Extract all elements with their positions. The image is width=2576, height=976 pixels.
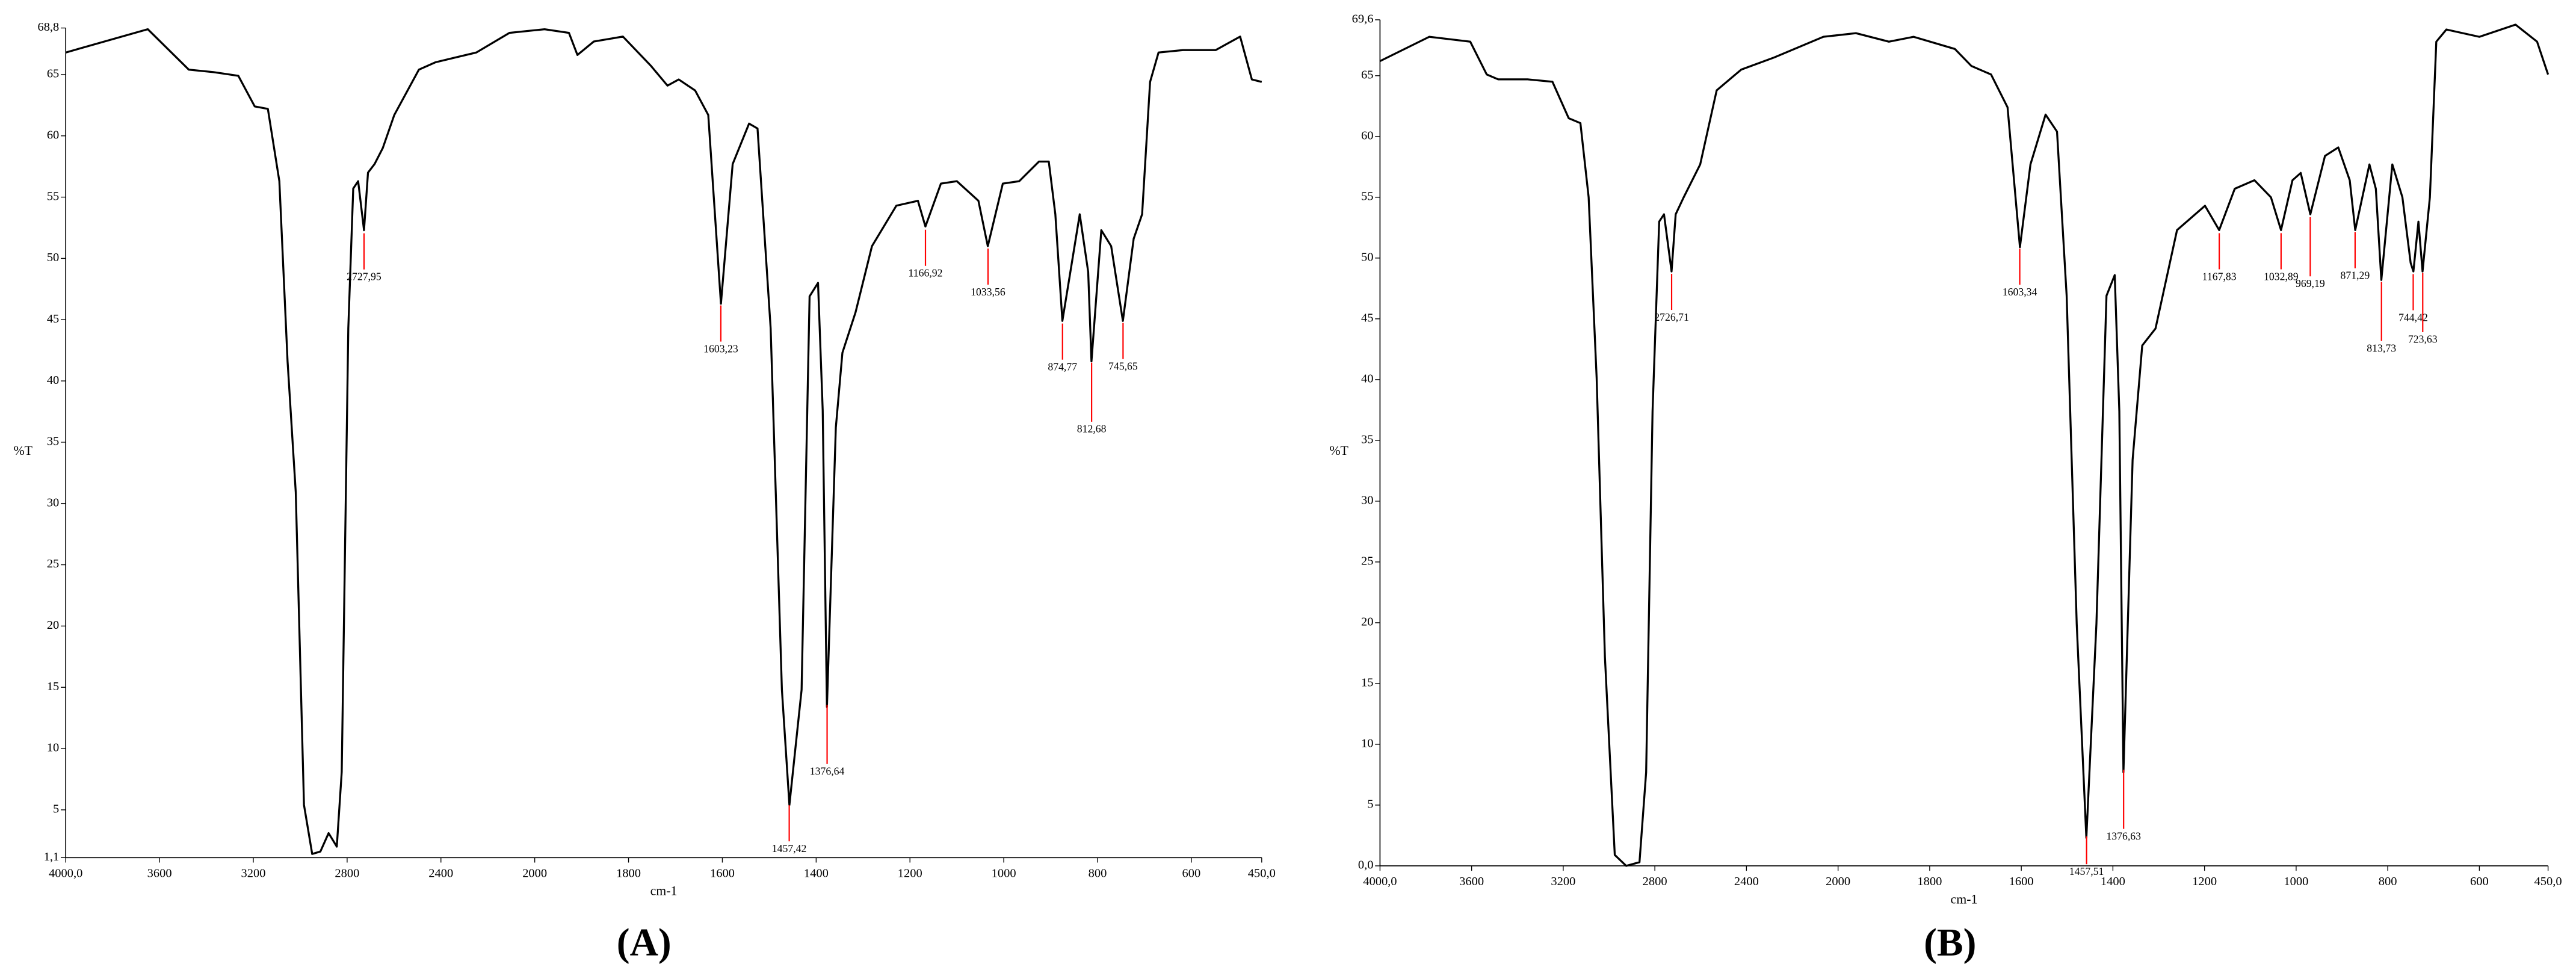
y-tick-label: 15	[47, 680, 59, 693]
x-tick-label: 2400	[1734, 875, 1759, 888]
peak-label: 1457,42	[772, 842, 807, 854]
peak-label: 1376,63	[2106, 830, 2141, 842]
y-tick-label: 40	[47, 374, 59, 387]
y-tick-label: 35	[47, 435, 59, 448]
x-tick-label: 2800	[335, 866, 359, 880]
y-tick-label: 60	[1361, 129, 1373, 143]
spectrum-line	[1379, 23, 2550, 867]
x-tick-label: 1800	[1917, 875, 1942, 888]
x-tick-label: 800	[2379, 875, 2397, 888]
peak-label: 1167,83	[2202, 270, 2237, 282]
y-tick-label: 30	[1361, 494, 1373, 507]
y-axis-title: %T	[1329, 443, 1348, 458]
y-tick-label: 68,8	[37, 20, 59, 34]
peak-label: 812,68	[1077, 423, 1107, 435]
x-tick-label: 800	[1089, 866, 1107, 880]
x-tick-label: 2800	[1643, 875, 1667, 888]
peak-label: 871,29	[2340, 270, 2370, 282]
peak-label: 1376,64	[810, 765, 845, 777]
peak-label: 1457,51	[2069, 865, 2104, 877]
y-tick-label: 15	[1361, 676, 1373, 690]
panel-label: (A)	[617, 921, 672, 965]
y-tick-label: 5	[1367, 798, 1373, 811]
y-tick-label: 1,1	[44, 850, 60, 863]
peak-label: 813,73	[2367, 342, 2396, 354]
y-tick-label: 50	[1361, 251, 1373, 264]
y-tick-label: 55	[1361, 190, 1373, 203]
peak-label: 2726,71	[1654, 311, 1689, 323]
x-axis-title: cm-1	[650, 884, 678, 898]
y-tick-label: 35	[1361, 433, 1373, 446]
y-tick-label: 25	[47, 557, 59, 570]
y-tick-label: 65	[47, 67, 59, 81]
y-tick-label: 0,0	[1358, 859, 1374, 872]
spectrum-line	[65, 28, 1262, 855]
x-tick-label: 3200	[1551, 875, 1575, 888]
x-tick-label: 1200	[2192, 875, 2217, 888]
y-tick-label: 25	[1361, 555, 1373, 568]
x-tick-label: 1400	[2101, 875, 2125, 888]
y-tick-label: 55	[47, 190, 59, 203]
peak-label: 874,77	[1048, 360, 1077, 372]
y-tick-label: 20	[1361, 616, 1373, 629]
peak-label: 1603,34	[2003, 286, 2037, 298]
y-tick-label: 5	[53, 803, 59, 816]
peak-label: 1166,92	[909, 267, 943, 279]
peak-label: 1603,23	[703, 342, 738, 354]
x-tick-label: 2000	[1826, 875, 1850, 888]
y-tick-label: 50	[47, 251, 59, 264]
peak-label: 723,63	[2408, 333, 2438, 345]
x-tick-label: 3600	[147, 866, 172, 880]
x-tick-label: 450,0	[1248, 866, 1276, 880]
peak-label: 1032,89	[2264, 270, 2299, 282]
peak-label: 969,19	[2296, 277, 2325, 289]
y-tick-label: 45	[1361, 312, 1373, 325]
x-tick-label: 4000,0	[1363, 875, 1397, 888]
x-tick-label: 450,0	[2534, 875, 2562, 888]
x-tick-label: 1600	[2009, 875, 2034, 888]
peak-label: 2727,95	[347, 271, 381, 283]
x-tick-label: 600	[2470, 875, 2489, 888]
x-tick-label: 3200	[241, 866, 266, 880]
x-tick-label: 1200	[898, 866, 922, 880]
x-tick-label: 4000,0	[49, 866, 82, 880]
x-tick-label: 1400	[804, 866, 829, 880]
x-tick-label: 1600	[710, 866, 735, 880]
y-tick-label: 30	[47, 496, 59, 509]
x-tick-label: 2000	[522, 866, 547, 880]
panel-label: (B)	[1924, 921, 1976, 965]
peak-label: 745,65	[1108, 360, 1138, 372]
x-tick-label: 2400	[428, 866, 453, 880]
y-tick-label: 45	[47, 312, 59, 326]
y-tick-label: 20	[47, 619, 59, 632]
y-tick-label: 40	[1361, 372, 1373, 386]
x-tick-label: 1000	[992, 866, 1016, 880]
x-tick-label: 3600	[1459, 875, 1484, 888]
y-tick-label: 10	[1361, 737, 1373, 750]
x-tick-label: 600	[1182, 866, 1201, 880]
peak-label: 744,42	[2398, 311, 2428, 323]
x-tick-label: 1000	[2284, 875, 2308, 888]
peak-label: 1033,56	[971, 286, 1005, 298]
x-axis-title: cm-1	[1951, 892, 1978, 906]
y-axis-title: %T	[13, 443, 32, 458]
y-tick-label: 69,6	[1352, 13, 1374, 26]
y-tick-label: 65	[1361, 69, 1373, 82]
y-tick-label: 10	[47, 741, 59, 755]
x-tick-label: 1800	[616, 866, 641, 880]
y-tick-label: 60	[47, 128, 59, 141]
